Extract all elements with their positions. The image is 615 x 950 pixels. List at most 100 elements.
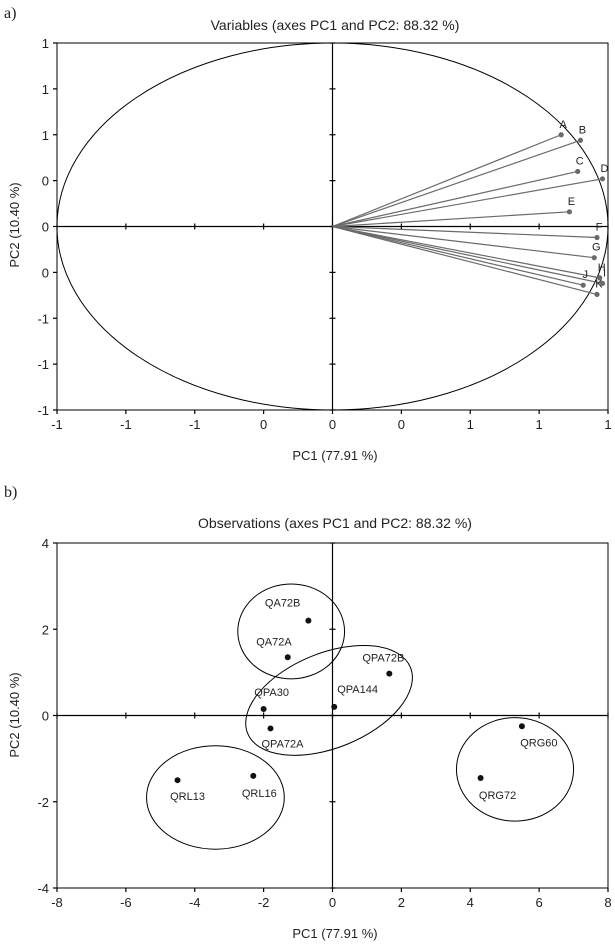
panel-b-x-axis-label: PC1 (77.91 %)	[292, 926, 377, 941]
variable-j-vector	[332, 225, 584, 286]
variable-e-label: E	[568, 196, 575, 208]
panel-b-y-tick-label: -4	[37, 881, 49, 896]
variable-a-vector	[332, 134, 562, 228]
observation-qa72b-label: QA72B	[265, 598, 300, 610]
panel-b-letter: b)	[4, 484, 17, 501]
variable-k-vector	[332, 225, 598, 295]
variable-h-label: H	[598, 262, 606, 274]
panel-a-x-tick-label: -1	[51, 417, 63, 432]
panel-a-y-tick-label: -1	[37, 311, 49, 326]
group-ellipse-4	[146, 745, 285, 850]
variable-b-label: B	[579, 124, 586, 136]
panel-a-y-tick-label: 0	[42, 220, 49, 235]
variable-g-label: G	[592, 242, 601, 254]
observation-qpa72a-point	[267, 725, 274, 732]
variable-i-point	[599, 280, 606, 286]
variable-k-label: K	[595, 278, 603, 290]
variable-b-point	[577, 137, 584, 143]
variable-d-point	[599, 176, 606, 182]
variable-g-point	[591, 255, 597, 261]
variable-c-label: C	[576, 155, 584, 167]
panel-a-x-tick-label: 0	[398, 417, 405, 432]
observation-qpa72b-label: QPA72B	[362, 653, 404, 665]
variable-c-vector	[332, 170, 578, 228]
variable-j-label: J	[582, 269, 588, 281]
panel-a-y-tick-label: -1	[37, 357, 49, 372]
variable-i-label: I	[603, 267, 606, 279]
group-ellipse-1	[237, 583, 346, 680]
observation-qrg72-label: QRG72	[479, 790, 516, 802]
variable-d-vector	[332, 178, 603, 228]
panel-b-y-tick-label: -2	[37, 795, 49, 810]
panel-b-observations: b) Observations (axes PC1 and PC2: 88.32…	[4, 484, 612, 941]
observation-qrg60-point	[518, 723, 525, 730]
panel-a-x-axis-label: PC1 (77.91 %)	[292, 448, 377, 463]
panel-a-x-tick-label: 0	[260, 417, 267, 432]
variable-b-vector	[332, 139, 581, 228]
observation-qrl13-label: QRL13	[170, 791, 205, 803]
observation-qa72a-point	[284, 654, 291, 661]
panel-a-x-tick-label: 1	[536, 417, 543, 432]
panel-b-x-tick-label: -4	[189, 895, 201, 910]
panel-b-y-tick-label: 0	[42, 709, 49, 724]
variable-a-point	[558, 132, 564, 138]
observation-qpa72a-label: QPA72A	[262, 738, 305, 750]
observation-qpa144-label: QPA144	[337, 684, 378, 696]
variable-g-vector	[332, 225, 595, 259]
observation-qrl13-point	[174, 777, 181, 784]
panel-b-x-tick-label: -2	[258, 895, 270, 910]
panel-b-x-tick-label: 4	[467, 895, 474, 910]
panel-a-y-tick-label: 1	[42, 82, 49, 97]
panel-b-x-tick-label: 8	[604, 895, 611, 910]
group-ellipse-2	[245, 644, 413, 756]
panel-a-title: Variables (axes PC1 and PC2: 88.32 %)	[211, 17, 460, 33]
variable-j-point	[580, 282, 586, 288]
variable-c-point	[575, 168, 581, 175]
panel-a-letter: a)	[4, 5, 16, 22]
panel-a-y-tick-label: -1	[37, 403, 49, 418]
observation-qpa30-label: QPA30	[254, 687, 289, 699]
panel-a-y-tick-label: 0	[42, 174, 49, 189]
panel-b-y-axis-label: PC2 (10.40 %)	[7, 672, 22, 757]
observation-qrl16-point	[250, 772, 257, 779]
panel-a-y-axis-label: PC2 (10.40 %)	[7, 182, 22, 267]
panel-a-y-tick-label: 1	[42, 36, 49, 51]
panel-b-y-tick-label: 4	[42, 536, 49, 551]
observation-qrl16-label: QRL16	[242, 788, 277, 800]
observation-qpa144-point	[331, 703, 338, 710]
variable-h-point	[597, 275, 603, 281]
panel-b-x-tick-label: 2	[398, 895, 405, 910]
variable-e-vector	[332, 211, 570, 228]
panel-b-x-tick-label: 0	[329, 895, 336, 910]
panel-a-x-tick-label: -1	[120, 417, 132, 432]
panel-b-x-tick-label: -6	[120, 895, 132, 910]
panel-b-title: Observations (axes PC1 and PC2: 88.32 %)	[198, 515, 472, 531]
observation-qpa72b-point	[386, 670, 393, 677]
panel-b-x-tick-label: 6	[536, 895, 543, 910]
observation-qpa30-point	[260, 706, 267, 713]
panel-a-x-tick-label: 0	[329, 417, 336, 432]
variable-i-vector	[332, 225, 603, 284]
variable-f-point	[594, 234, 600, 241]
variable-e-point	[566, 209, 573, 215]
panel-a-y-tick-label: 0	[42, 265, 49, 280]
panel-a-x-tick-label: -1	[189, 417, 201, 432]
panel-b-y-tick-label: 2	[42, 622, 49, 637]
variable-a-label: A	[559, 119, 567, 131]
panel-a-y-tick-label: 1	[42, 128, 49, 143]
group-ellipse-3	[455, 717, 575, 822]
variable-h-vector	[332, 225, 600, 279]
observation-qa72b-point	[305, 617, 312, 624]
variable-d-label: D	[601, 163, 609, 175]
panel-b-plot-area: -8 -6 -4 -2 0 2 4 6 8 -4 -2 0 2 4 QA72B QA72A QPA72B QPA3…	[37, 536, 611, 910]
panel-a-x-tick-label: 1	[604, 417, 611, 432]
panel-b-x-tick-label: -8	[51, 895, 63, 910]
observation-qrg72-point	[477, 775, 484, 782]
panel-a-x-tick-label: 1	[467, 417, 474, 432]
variable-k-point	[594, 291, 600, 297]
panel-a-variables: a) Variables (axes PC1 and PC2: 88.32 %)…	[4, 5, 612, 463]
variable-f-vector	[332, 225, 598, 239]
observation-qrg60-label: QRG60	[520, 737, 557, 749]
